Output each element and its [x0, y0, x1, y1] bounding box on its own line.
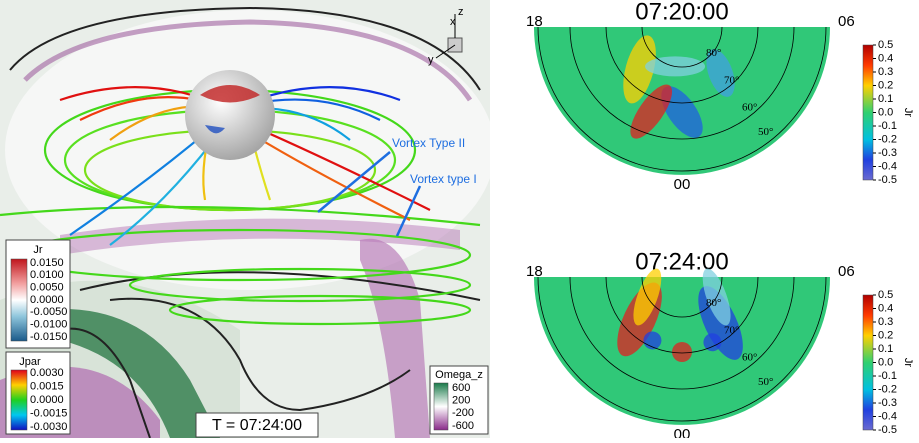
colorbar-tick-label: 0.3 [878, 316, 893, 328]
current-region [661, 86, 703, 138]
arrow [317, 151, 391, 213]
plot-title: 07:20:00 [635, 0, 728, 25]
mlt-label: 00 [674, 176, 691, 193]
legend-tick-label: -200 [452, 407, 474, 419]
latitude-ring [537, 26, 827, 172]
latitude-ring [537, 276, 827, 422]
legend-tick-label: 0.0030 [30, 367, 64, 379]
colorbar-tick-label: -0.3 [878, 397, 897, 409]
latitude-ring [569, 276, 795, 390]
colorbar-tick-label: -0.1 [878, 370, 897, 382]
latitude-label: 80° [706, 47, 721, 59]
legend-title: Omega_z [435, 369, 483, 381]
colorbar-tick-label: 0.5 [878, 289, 893, 301]
colorbar-tick-label: 0.3 [878, 66, 893, 78]
colorbar [862, 44, 874, 181]
annotation: Vortex type I [410, 172, 477, 186]
legend-tick-label: 0.0100 [30, 269, 64, 281]
mlt-label: 06 [838, 263, 855, 280]
legend-tick-label: 0.0050 [30, 282, 64, 294]
colorbar-tick-label: -0.5 [878, 424, 897, 436]
legend-tick-label: 0.0000 [30, 294, 64, 306]
latitude-ring [605, 26, 759, 104]
mlt-label: 18 [526, 13, 543, 30]
plot-title: 07:24:00 [635, 248, 728, 275]
colorbar-title: Jr [902, 108, 914, 118]
planet [185, 70, 275, 160]
legend-tick-label: 600 [452, 382, 470, 394]
latitude-label: 50° [758, 376, 773, 388]
colorbar-tick-label: -0.2 [878, 383, 897, 395]
legend-tick-label: 0.0000 [30, 394, 64, 406]
latitude-ring [605, 276, 759, 354]
time-box [195, 412, 319, 438]
current-region [706, 49, 735, 97]
axis-label-y: y [428, 54, 434, 66]
axis-label-x: x [450, 16, 456, 28]
polar-plot: 07:24:00 80° 70° 60°50° 18 06 00 0.50.4 0.30.2 0.… [526, 248, 914, 443]
legend-tick-label: -0.0100 [30, 319, 67, 331]
legend-tick-label: 0.0150 [30, 257, 64, 269]
colorbar-tick-label: 0.0 [878, 356, 893, 368]
colorbar-tick-label: 0.1 [878, 343, 893, 355]
colorbar-tick-label: 0.4 [878, 302, 893, 314]
polar-plot: 07:20:00 80° 70° 60°50° 18 06 00 0.50.4 0.30.2 0.… [526, 0, 914, 193]
colorbar-tick-label: 0.1 [878, 93, 893, 105]
simulation-panel: z x y Vortex Type II Vortex type I Jr 0.… [0, 0, 490, 438]
axis-label-z: z [458, 6, 464, 18]
legend-jr: Jr 0.01500.01000.00500.0000-0.0050-0.010… [5, 239, 71, 349]
mlt-label: 00 [674, 426, 691, 438]
arrow [395, 185, 422, 237]
current-region [623, 35, 656, 104]
colorbar-tick-label: -0.3 [878, 147, 897, 159]
annotation: Vortex Type II [392, 136, 465, 150]
colorbar-tick-label: -0.4 [878, 160, 897, 172]
colorbar-tick-label: -0.5 [878, 174, 897, 186]
colorbar-title: Jr [902, 358, 914, 368]
latitude-ring [569, 26, 795, 140]
colorbar-tick-label: 0.0 [878, 106, 893, 118]
colorbar-tick-label: 0.2 [878, 329, 893, 341]
mlt-label: 18 [526, 263, 543, 280]
legend-title: Jpar [19, 356, 41, 368]
legend-tick-label: -0.0150 [30, 331, 67, 343]
latitude-label: 60° [742, 352, 757, 364]
colorbar-tick-label: 0.5 [878, 39, 893, 51]
legend-tick-label: -600 [452, 420, 474, 432]
latitude-label: 50° [758, 126, 773, 138]
colorbar-tick-label: -0.4 [878, 410, 897, 422]
legend-tick-label: -0.0030 [30, 421, 67, 433]
legend-tick-label: -0.0015 [30, 407, 67, 419]
legend-title: Jr [33, 244, 43, 256]
current-region [672, 342, 692, 362]
latitude-label: 70° [724, 74, 739, 86]
mlt-label: 06 [838, 13, 855, 30]
legend-tick-label: 0.0015 [30, 380, 64, 392]
legend-tick-label: -0.0050 [30, 306, 67, 318]
legend-tick-label: 200 [452, 395, 470, 407]
current-region [703, 333, 722, 352]
colorbar-tick-label: 0.4 [878, 52, 893, 64]
latitude-ring [641, 26, 723, 68]
colorbar-tick-label: 0.2 [878, 79, 893, 91]
colorbar [862, 294, 874, 431]
latitude-ring [641, 276, 723, 318]
colorbar-tick-label: -0.2 [878, 133, 897, 145]
colorbar-tick-label: -0.1 [878, 120, 897, 132]
time-label: T = 07:24:00 [212, 417, 302, 434]
latitude-label: 70° [724, 324, 739, 336]
latitude-label: 80° [706, 297, 721, 309]
latitude-label: 60° [742, 102, 757, 114]
current-region [630, 84, 673, 139]
